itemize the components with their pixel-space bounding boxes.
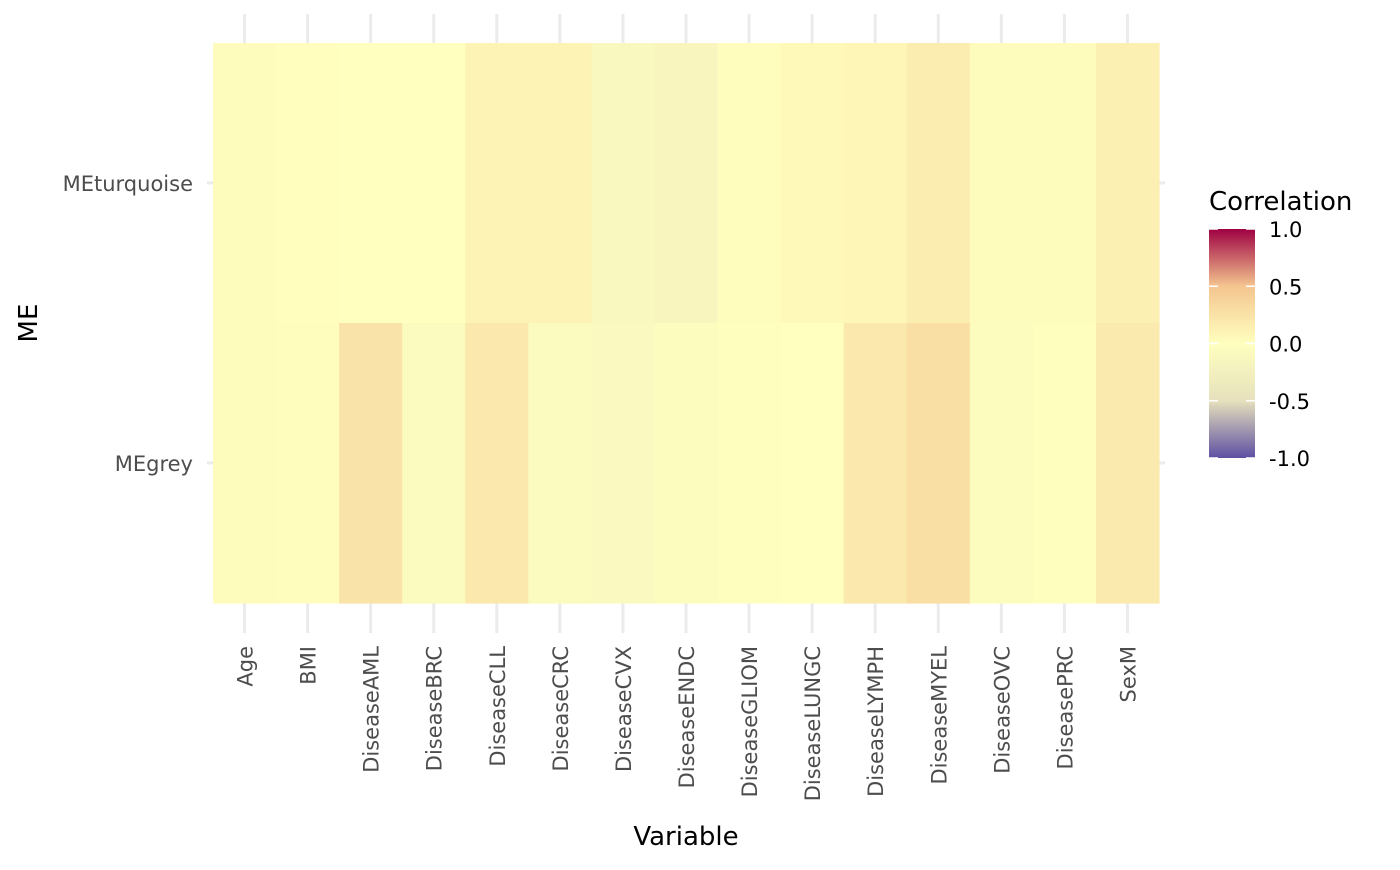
heatmap-cell — [654, 323, 719, 604]
x-tick-label: SexM — [1116, 646, 1140, 702]
heatmap-cell — [591, 323, 656, 604]
x-tick-label: DiseaseCLL — [486, 646, 510, 767]
heatmap-cell — [213, 323, 277, 604]
heatmap-cell — [906, 323, 971, 604]
x-tick-label: DiseaseLYMPH — [864, 646, 888, 797]
x-tick-label: Age — [234, 646, 258, 687]
x-tick-label: DiseaseOVC — [990, 646, 1014, 774]
x-tick-label: DiseaseCVX — [612, 646, 636, 772]
color-legend: Correlation 1.0 0.5 0.0 -0.5 -1.0 — [1209, 187, 1352, 471]
x-tick-label: DiseasePRC — [1053, 646, 1077, 769]
heatmap-cell — [591, 43, 656, 324]
heatmap-cell — [654, 43, 719, 324]
x-tick-label: DiseaseLUNGC — [801, 646, 825, 801]
heatmap-cell — [906, 43, 971, 324]
heatmap-cell — [528, 323, 592, 604]
y-axis-label: ME — [14, 304, 44, 343]
heatmap-cell — [1032, 43, 1097, 324]
x-axis-label: Variable — [633, 822, 738, 852]
x-tick-label: DiseaseBRC — [423, 646, 447, 771]
legend-ticks: 1.0 0.5 0.0 -0.5 -1.0 — [1209, 218, 1310, 471]
legend-tick-label: 1.0 — [1269, 218, 1302, 242]
heatmap-cell — [339, 43, 403, 324]
heatmap-cell — [339, 323, 403, 604]
x-tick-label: DiseaseMYEL — [927, 646, 951, 785]
heatmap-cell — [465, 323, 529, 604]
heatmap-cells — [213, 43, 1160, 604]
y-tick-label: MEgrey — [115, 452, 193, 476]
heatmap-cell — [969, 323, 1034, 604]
x-tick-label: DiseaseENDC — [675, 646, 699, 788]
heatmap-cell — [1095, 323, 1160, 604]
heatmap-cell — [528, 43, 592, 324]
x-tick-label: DiseaseAML — [360, 646, 384, 773]
legend-title: Correlation — [1209, 187, 1352, 217]
heatmap-cell — [780, 43, 845, 324]
heatmap-cell — [843, 323, 908, 604]
heatmap-cell — [276, 43, 340, 324]
heatmap-cell — [969, 43, 1034, 324]
heatmap-cell — [1095, 43, 1160, 324]
x-tick-labels: Age BMI DiseaseAML DiseaseBRC DiseaseCLL Dise… — [234, 646, 1141, 802]
heatmap-cell — [717, 43, 782, 324]
heatmap-cell — [465, 43, 529, 324]
legend-tick-label: -0.5 — [1269, 390, 1310, 414]
x-tick-label: DiseaseCRC — [549, 646, 573, 771]
legend-tick-label: -1.0 — [1269, 447, 1310, 471]
heatmap-cell — [1032, 323, 1097, 604]
y-tick-labels: MEturquoise MEgrey — [63, 172, 193, 476]
legend-tick-label: 0.5 — [1269, 275, 1302, 299]
heatmap-cell — [213, 43, 277, 324]
heatmap-cell — [780, 323, 845, 604]
heatmap-cell — [402, 323, 466, 604]
heatmap-cell — [402, 43, 466, 324]
heatmap-cell — [276, 323, 340, 604]
y-tick-label: MEturquoise — [63, 172, 193, 196]
legend-tick-label: 0.0 — [1269, 333, 1302, 357]
x-tick-label: BMI — [297, 646, 321, 685]
heatmap-cell — [717, 323, 782, 604]
heatmap-cell — [843, 43, 908, 324]
x-tick-label: DiseaseGLIOM — [738, 646, 762, 797]
